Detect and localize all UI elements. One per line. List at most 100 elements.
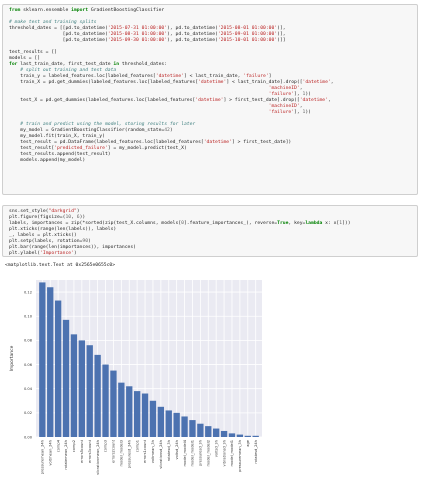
- code-line: from sklearn.ensemble import GradientBoo…: [9, 8, 164, 14]
- x-tick-label: pressuresd_24h: [127, 440, 131, 468]
- bar: [47, 287, 54, 437]
- code-token: models = []: [9, 56, 41, 61]
- code-token: # make test and training splits: [9, 20, 97, 25]
- bar: [118, 382, 125, 437]
- code-editor[interactable]: sns.set_style("darkgrid") plt.figure(figs…: [9, 209, 415, 256]
- code-token: test_X = pd.get_dummies(labeled_features…: [9, 98, 196, 103]
- code-token: ,: [327, 98, 331, 103]
- bar: [149, 400, 157, 437]
- code-line: 'machineID',: [9, 86, 303, 92]
- code-token: my_model = GradientBoostingClassifier(ra…: [9, 128, 165, 133]
- code-line: labels, importances = zip(*sorted(zip(te…: [9, 221, 351, 227]
- code-token: [pd.to_datetime(: [9, 38, 108, 43]
- code-token: plt.ylabel(: [9, 251, 41, 256]
- code-line: plt.xticks(range(len(labels)), labels): [9, 227, 116, 233]
- code-token: '2015-10-01 01:00:00': [217, 38, 278, 43]
- code-token: '2015-09-30 01:00:00': [107, 38, 168, 43]
- bar: [133, 391, 141, 437]
- bar: [94, 354, 101, 437]
- bar: [126, 386, 133, 437]
- code-token: ), pd.to_datetime(: [167, 32, 218, 37]
- bar: [86, 345, 93, 437]
- code-token: models.append(my_model): [9, 158, 86, 163]
- code-token: ): [73, 251, 77, 256]
- code-line: 'failure'], 1)): [9, 110, 311, 116]
- bar: [213, 428, 220, 437]
- code-token: 90: [82, 239, 89, 244]
- bar: [220, 430, 228, 437]
- y-tick-label: 0.04: [24, 387, 33, 391]
- x-tick-label: model_model1: [230, 440, 234, 466]
- code-token: x: x[: [322, 221, 340, 226]
- code-token: [9, 110, 269, 115]
- plot-area: [36, 280, 262, 437]
- x-tick-label: errors1count: [143, 439, 147, 463]
- code-token: ] > first_test_date]): [231, 140, 292, 145]
- x-tick-label: rotatemean_24h: [64, 440, 68, 470]
- code-token: 'datetime': [203, 140, 232, 145]
- code-line: for last_train_date, first_test_date in …: [9, 62, 167, 68]
- code-token: True: [277, 221, 289, 226]
- code-token: plt.xticks(range(len(labels)), labels): [9, 227, 117, 232]
- code-token: # split out training and test data: [9, 68, 117, 73]
- code-token: [9, 104, 269, 109]
- code-editor[interactable]: from sklearn.ensemble import GradientBoo…: [9, 8, 415, 194]
- code-line: 'failure'], 1)): [9, 92, 311, 98]
- x-tick-label: pressuresd_3h: [199, 440, 203, 466]
- x-tick-label: errors2count: [112, 439, 116, 463]
- code-token: ] = my_model.predict(test_X): [107, 146, 187, 151]
- code-token: ],: [294, 110, 303, 115]
- code-token: )): [79, 215, 86, 220]
- code-token: '2015-07-31 01:00:00': [107, 26, 168, 31]
- code-line: # train and predict using the model, sto…: [9, 122, 195, 128]
- x-tick-label: vibrationsd_3h: [222, 440, 226, 467]
- code-token: "darkgrid": [48, 209, 77, 214]
- code-line: test_result = pd.DataFrame(labeled_featu…: [9, 140, 291, 146]
- x-tick-label: voltmean_3h: [151, 440, 155, 463]
- x-tick-label: model_model2: [206, 440, 210, 466]
- code-token: 10: [65, 215, 72, 220]
- x-tick-label: errors3count: [88, 439, 92, 463]
- code-token: [9, 86, 269, 91]
- code-token: labels, importances = zip(*sorted(zip(te…: [9, 221, 182, 226]
- code-token: # train and predict using the model, sto…: [9, 122, 196, 127]
- code-token: 'machineID': [268, 104, 300, 109]
- code-token: 'failure': [268, 92, 295, 97]
- bar: [205, 426, 212, 437]
- x-tick-label: pressuremean_3h: [238, 440, 242, 472]
- code-token: 6: [76, 215, 80, 220]
- bar: [252, 435, 259, 437]
- code-token: 'Importance': [40, 251, 74, 256]
- x-tick-label: comp2: [72, 440, 76, 452]
- code-token: plt.figure(figsize=(: [9, 215, 66, 220]
- bar: [70, 334, 78, 437]
- x-tick-label: rotatesd_3h: [167, 440, 171, 461]
- code-line: test_results = []: [9, 50, 57, 56]
- x-tick-label: voltsd_3h: [214, 440, 218, 457]
- code-token: '2015-08-31 01:00:00': [107, 32, 168, 37]
- code-token: 1: [302, 110, 306, 115]
- code-token: )): [305, 92, 311, 97]
- code-token: test_result[: [9, 146, 55, 151]
- code-token: in: [113, 62, 120, 67]
- x-tick-label: rotatesd_24h: [254, 440, 258, 464]
- code-cell-train[interactable]: from sklearn.ensemble import GradientBoo…: [2, 4, 418, 195]
- code-token: for: [9, 62, 18, 67]
- code-line: train_X = pd.get_dummies(labeled_feature…: [9, 80, 333, 86]
- bar: [236, 434, 244, 437]
- x-tick-label: vibrationsd_24h: [159, 440, 163, 469]
- code-line: models.append(my_model): [9, 158, 85, 164]
- code-token: last_train_date, first_test_date: [17, 62, 114, 67]
- code-token: plt.setp(labels, rotation=: [9, 239, 83, 244]
- code-line: my_model.fit(train_X, train_y): [9, 134, 105, 140]
- code-line: threshold_dates = [[pd.to_datetime('2015…: [9, 26, 286, 32]
- code-cell-plot[interactable]: sns.set_style("darkgrid") plt.figure(figs…: [2, 205, 418, 257]
- code-line: plt.setp(labels, rotation=90): [9, 239, 91, 245]
- code-token: from: [9, 8, 21, 13]
- bar: [173, 412, 180, 437]
- code-line: plt.bar(range(len(importances)), importa…: [9, 245, 136, 251]
- bar: [102, 364, 109, 437]
- code-line: plt.figure(figsize=(10, 6)): [9, 215, 85, 221]
- code-token: ])): [342, 221, 351, 226]
- y-tick-label: 0.02: [24, 411, 32, 415]
